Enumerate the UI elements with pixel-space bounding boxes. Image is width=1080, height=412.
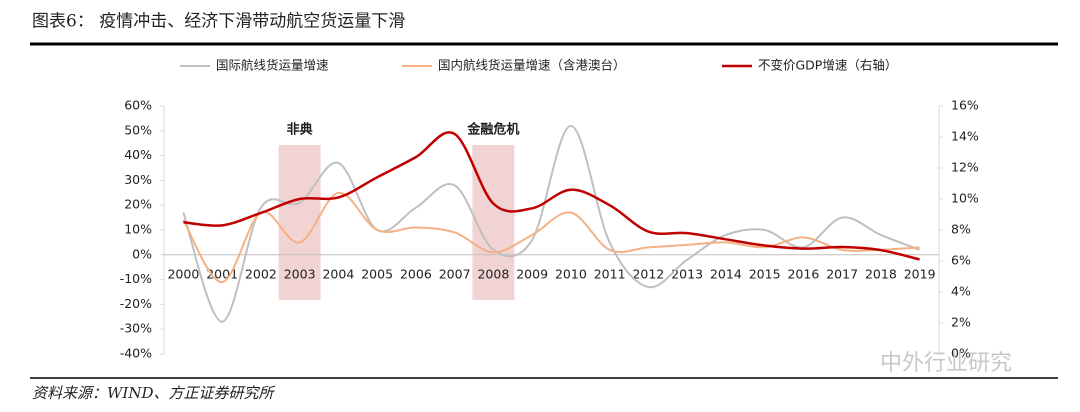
x-tick-label: 2010 bbox=[555, 266, 587, 281]
x-tick-label: 2009 bbox=[516, 266, 548, 281]
y-tick-label: -10% bbox=[120, 271, 152, 286]
y-tick-label: 60% bbox=[124, 98, 152, 113]
highlight-band bbox=[278, 145, 321, 300]
y2-tick-label: 14% bbox=[951, 129, 979, 144]
y2-tick-label: 12% bbox=[951, 160, 979, 175]
x-tick-label: 2006 bbox=[400, 266, 432, 281]
y2-tick-label: 8% bbox=[951, 222, 971, 237]
source: 资料来源：WIND、方正证券研究所 bbox=[32, 384, 275, 402]
x-tick-label: 2014 bbox=[710, 266, 742, 281]
x-tick-label: 2007 bbox=[439, 266, 471, 281]
watermark: 中外行业研究 bbox=[880, 351, 1012, 376]
y-tick-label: -40% bbox=[120, 346, 152, 361]
highlight-band bbox=[472, 145, 515, 300]
x-tick-label: 2005 bbox=[361, 266, 393, 281]
y2-tick-label: 10% bbox=[951, 191, 979, 206]
x-tick-label: 2017 bbox=[826, 266, 858, 281]
annotation: 金融危机 bbox=[466, 122, 519, 138]
y-tick-label: 40% bbox=[124, 147, 152, 162]
legend-label: 国际航线货运量增速 bbox=[216, 58, 329, 73]
chart-title: 图表6： 疫情冲击、经济下滑带动航空货运量下滑 bbox=[32, 12, 405, 32]
x-tick-label: 2011 bbox=[594, 266, 626, 281]
x-tick-label: 2019 bbox=[904, 266, 936, 281]
y2-tick-label: 16% bbox=[951, 98, 979, 113]
y2-tick-label: 6% bbox=[951, 253, 971, 268]
x-tick-label: 2000 bbox=[167, 266, 199, 281]
y-tick-label: -30% bbox=[120, 321, 152, 336]
series-line bbox=[182, 191, 920, 284]
y-tick-label: -20% bbox=[120, 296, 152, 311]
y2-tick-label: 4% bbox=[951, 284, 971, 299]
x-tick-label: 2015 bbox=[749, 266, 781, 281]
x-tick-label: 2013 bbox=[671, 266, 703, 281]
x-tick-label: 2002 bbox=[245, 266, 277, 281]
y-tick-label: 10% bbox=[124, 222, 152, 237]
y-tick-label: 20% bbox=[124, 197, 152, 212]
x-tick-label: 2016 bbox=[787, 266, 819, 281]
x-tick-label: 2018 bbox=[865, 266, 897, 281]
x-tick-label: 2012 bbox=[632, 266, 664, 281]
y-tick-label: 0% bbox=[132, 246, 152, 261]
y2-tick-label: 2% bbox=[951, 315, 971, 330]
x-tick-label: 2008 bbox=[477, 266, 509, 281]
annotation: 非典 bbox=[287, 122, 313, 138]
x-tick-label: 2003 bbox=[284, 266, 316, 281]
y2-tick-label: 0% bbox=[951, 346, 971, 361]
series-line bbox=[183, 131, 920, 261]
y-tick-label: 50% bbox=[124, 122, 152, 137]
y-tick-label: 30% bbox=[124, 172, 152, 187]
legend-label: 不变价GDP增速（右轴） bbox=[758, 58, 897, 73]
legend-label: 国内航线货运量增速（含港澳台） bbox=[438, 58, 626, 73]
x-tick-label: 2004 bbox=[322, 266, 354, 281]
